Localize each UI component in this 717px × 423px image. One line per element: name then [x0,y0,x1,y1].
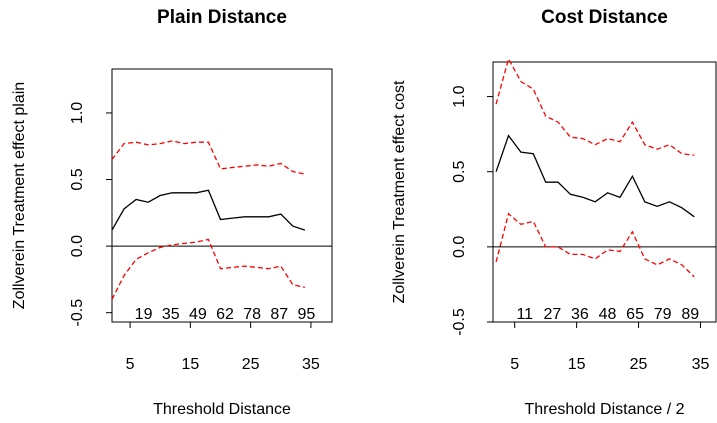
count-label: 79 [654,306,672,323]
count-label: 95 [298,306,316,323]
count-label: 48 [599,306,617,323]
count-label: 65 [626,306,644,323]
x-tick-label: 15 [568,356,586,373]
series-line [495,212,695,278]
count-label: 49 [189,306,207,323]
x-tick-label: 25 [630,356,648,373]
series-line [495,57,695,156]
plot-box [492,61,717,323]
count-label: 11 [516,306,533,323]
series-line [111,238,306,300]
y-tick-label: 0.0 [69,235,86,257]
count-label: 89 [681,306,699,323]
y-tick-label: -0.5 [451,308,468,336]
count-label: 35 [162,306,180,323]
count-label: 62 [216,306,234,323]
y-axis-label: Zollverein Treatment effect plain [11,82,28,309]
count-label: 27 [543,306,561,323]
count-label: 78 [243,306,261,323]
x-tick-label: 25 [242,356,260,373]
y-tick-label: 0.5 [451,160,468,182]
y-tick-label: 1.0 [451,85,468,107]
y-axis-label: Zollverein Treatment effect cost [391,80,408,303]
x-tick-label: 5 [510,356,519,373]
y-tick-label: 0.5 [69,168,86,190]
x-tick-label: 35 [692,356,710,373]
plot-box [111,68,333,323]
y-tick-label: 0.0 [451,236,468,258]
chart-title: Cost Distance [541,7,668,28]
x-tick-label: 5 [126,356,135,373]
series-line [495,134,695,218]
count-label: 36 [571,306,589,323]
chart-title: Plain Distance [157,7,287,28]
series-line [111,189,306,231]
count-label: 87 [270,306,288,323]
x-tick-label: 15 [181,356,199,373]
x-axis-label: Threshold Distance / 2 [524,401,684,418]
y-tick-label: 1.0 [69,102,86,124]
series-line [111,140,306,175]
count-label: 19 [135,306,153,323]
y-tick-label: -0.5 [69,299,86,327]
x-axis-label: Threshold Distance [153,401,291,418]
x-tick-label: 35 [302,356,320,373]
